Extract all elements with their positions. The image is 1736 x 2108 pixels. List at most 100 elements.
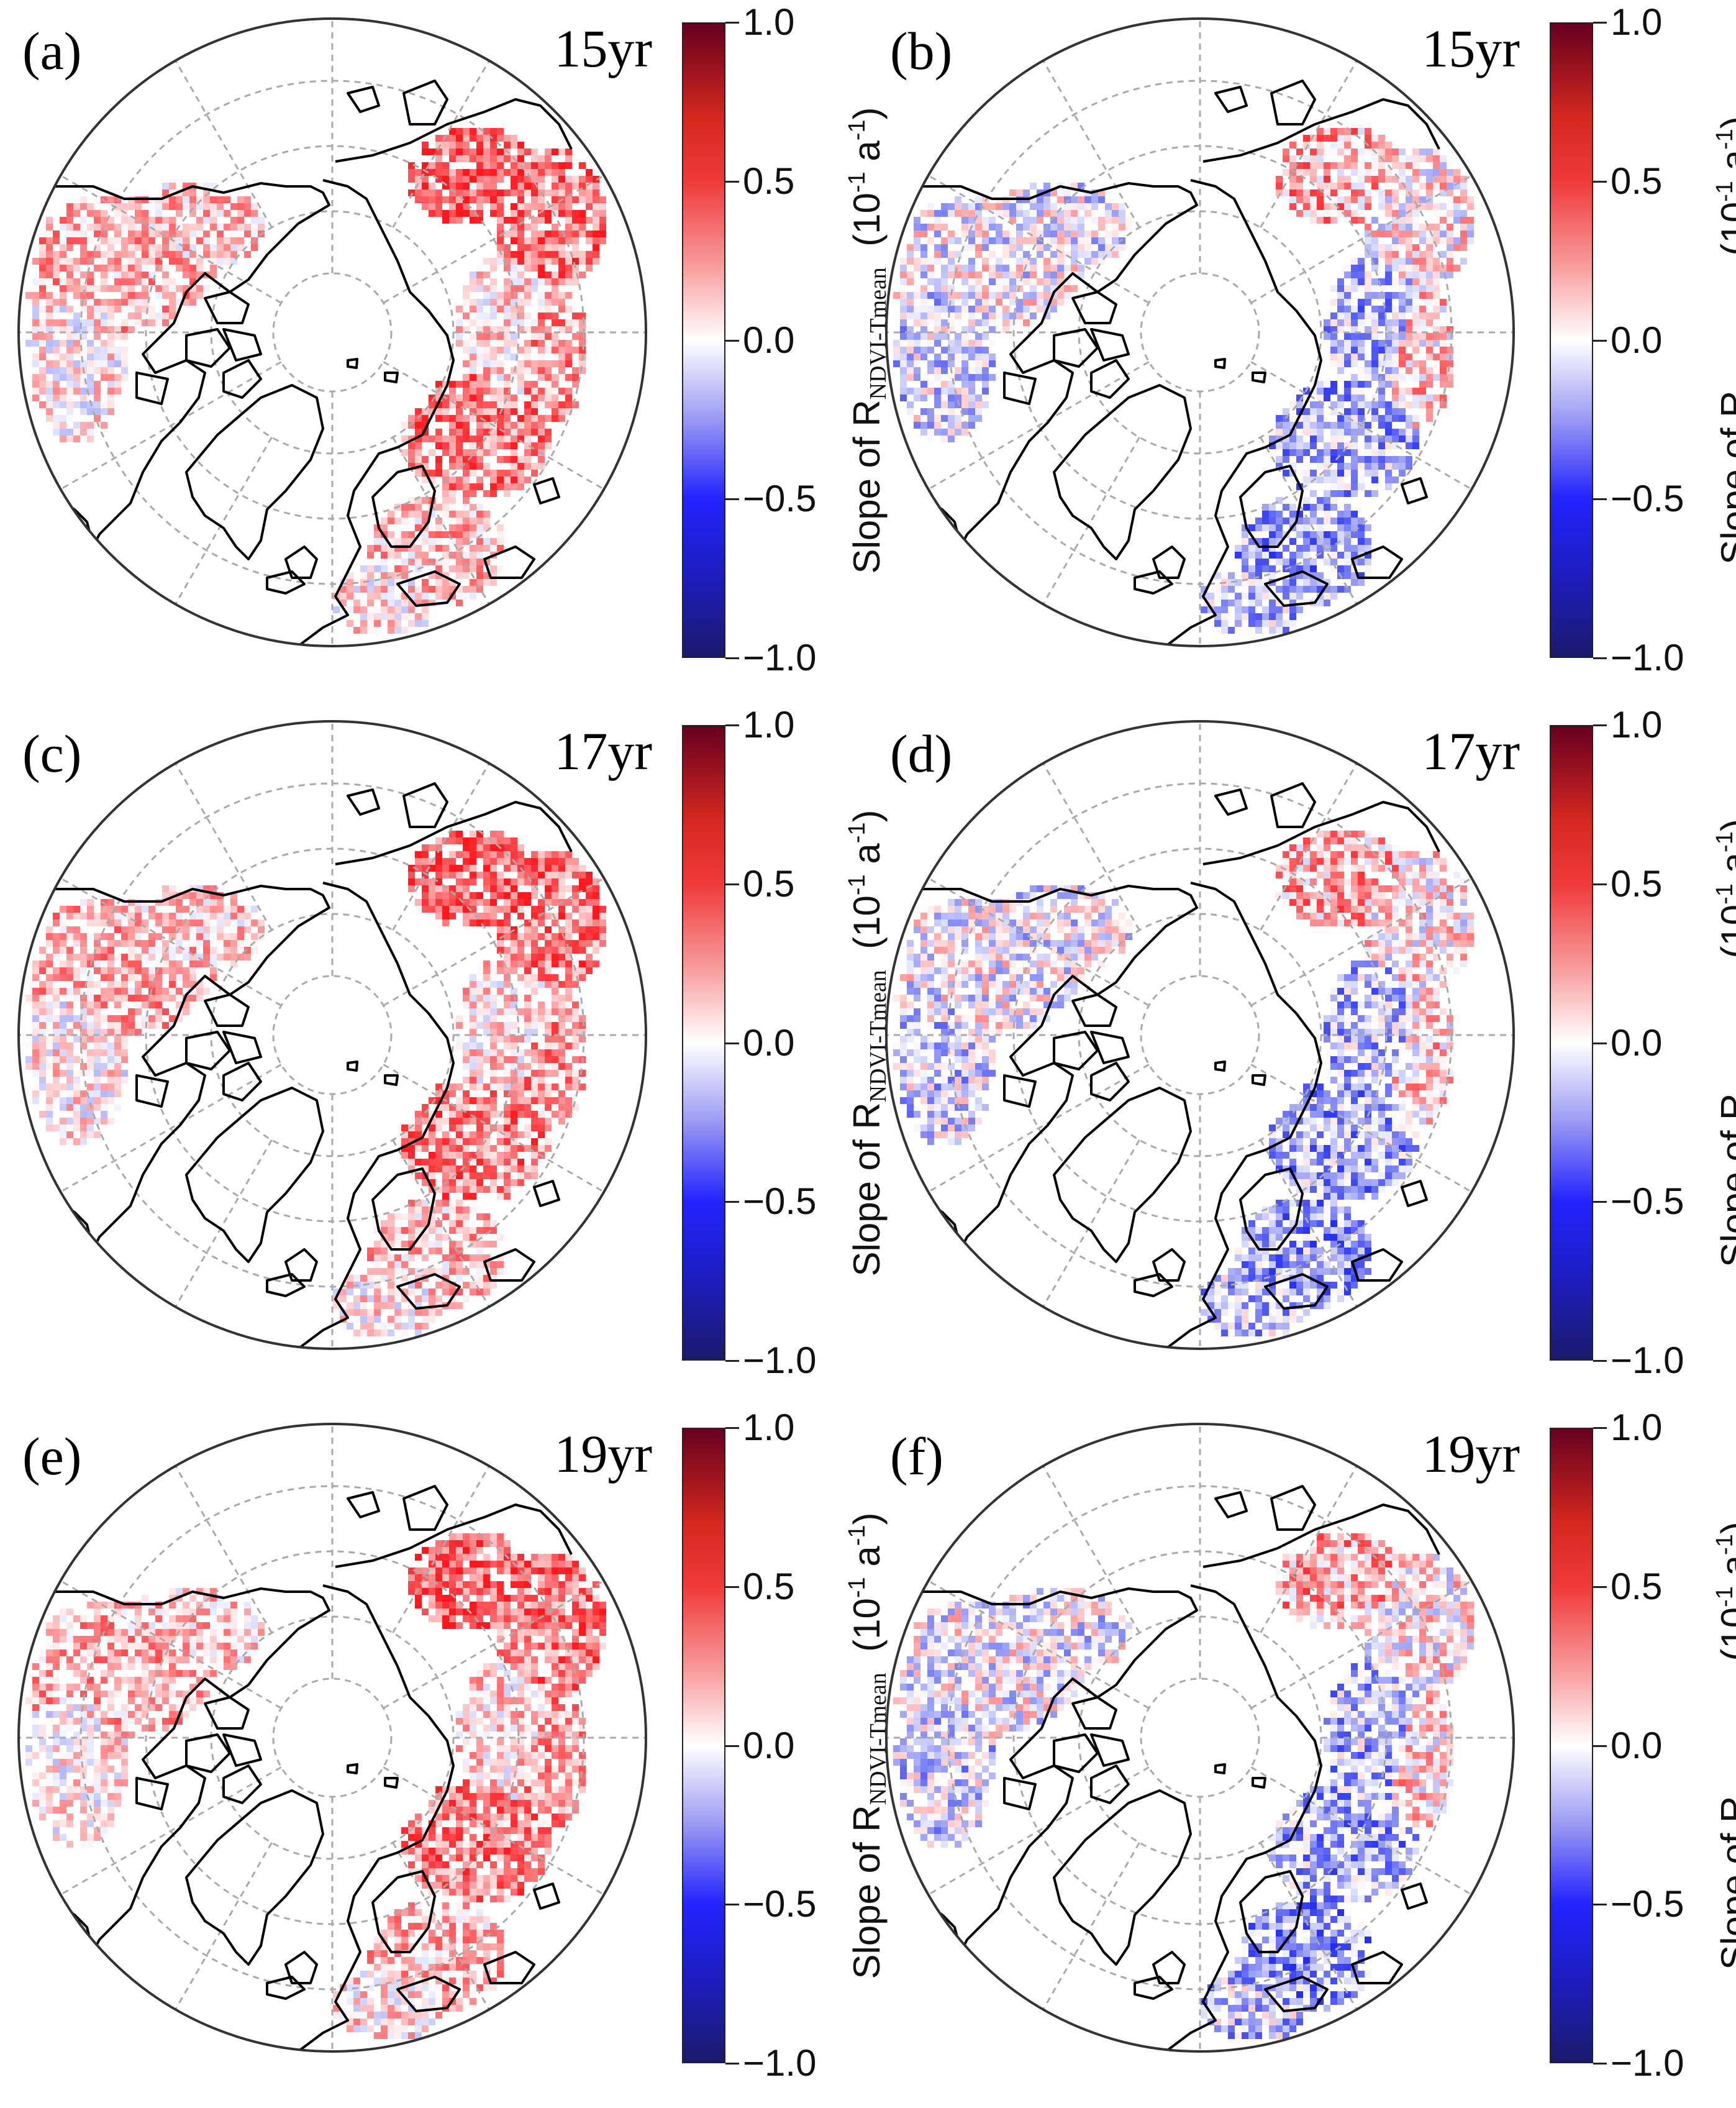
data-layer — [893, 128, 1474, 634]
map-boundary — [17, 17, 647, 647]
colorbar-tick — [1593, 657, 1607, 659]
map-boundary — [17, 1423, 647, 2053]
colorbar-tick — [1593, 1904, 1607, 1906]
colorbar-tick — [725, 180, 739, 183]
colorbar-tick-label: 1.0 — [743, 1407, 795, 1448]
colorbar-tick — [1593, 883, 1607, 885]
colorbar-tick-label: 0.5 — [1611, 862, 1663, 905]
colorbar-tick — [1593, 1745, 1607, 1747]
colorbar-title-part: (10 — [1714, 904, 1736, 959]
colorbar-tick — [1593, 498, 1607, 501]
period-label: 15yr — [554, 19, 652, 78]
colorbar-title-part: a — [1714, 150, 1736, 181]
map-panel: (b) 15yr 1.0 0.5 0.0 −0.5 −1.0 Slope of RNDVI-D… — [868, 0, 1736, 703]
colorbar-tick — [1593, 1042, 1607, 1044]
panel-label: (e) — [22, 1426, 82, 1486]
map-panel: (a) 15yr 1.0 0.5 0.0 −0.5 −1.0 Slope of RNDVI-T… — [0, 0, 891, 703]
colorbar-tick-label: 0.0 — [1611, 1724, 1663, 1766]
colorbar-tick — [725, 1427, 739, 1429]
spacer — [1714, 959, 1736, 979]
colorbar — [682, 1428, 725, 2063]
colorbar-tick-label: −0.5 — [743, 478, 817, 520]
period-label: 19yr — [554, 1424, 652, 1484]
colorbar-tick — [1593, 1201, 1607, 1203]
colorbar-title-part: NDVI-DTR — [1733, 276, 1736, 391]
colorbar-title-part: a — [1714, 1555, 1736, 1586]
coastlines — [42, 782, 573, 1349]
colorbar-tick — [1593, 339, 1607, 342]
colorbar-title: Slope of RNDVI-DTR (10-1 a-1) — [1697, 61, 1736, 620]
colorbar-tick-label: −0.5 — [1611, 478, 1684, 520]
colorbar-title-part: (10 — [1714, 1607, 1736, 1661]
coastlines — [42, 80, 573, 646]
coastlines — [910, 80, 1440, 646]
colorbar-title-part: -1 — [844, 822, 870, 844]
colorbar-tick-label: 0.0 — [1611, 1021, 1663, 1064]
colorbar — [682, 725, 725, 1361]
coastlines — [42, 1485, 573, 2051]
colorbar-title-part: -1 — [844, 171, 870, 193]
colorbar — [1550, 725, 1593, 1361]
colorbar-tick — [725, 1586, 739, 1588]
colorbar-tick-label: 0.5 — [743, 862, 795, 905]
graticule — [886, 19, 1514, 646]
colorbar-tick — [725, 22, 739, 24]
colorbar-title-part: Slope of R — [1714, 1093, 1736, 1267]
colorbar-tick — [1593, 1360, 1607, 1362]
data-layer — [25, 128, 606, 634]
colorbar-tick — [725, 339, 739, 342]
colorbar-title-part: -1 — [844, 1525, 870, 1546]
colorbar-tick — [725, 498, 739, 501]
map-panel: (d) 17yr 1.0 0.5 0.0 −0.5 −1.0 Slope of RNDVI-D… — [868, 703, 1736, 1405]
colorbar-tick-label: 0.0 — [743, 1724, 795, 1766]
colorbar-tick-label: 0.5 — [1611, 160, 1663, 202]
colorbar-title: Slope of RNDVI-DTR (10-1 a-1) — [1697, 764, 1736, 1323]
colorbar-tick-label: −0.5 — [743, 1883, 817, 1925]
colorbar-title-part: -1 — [1712, 1586, 1736, 1607]
map-panel: (f) 19yr 1.0 0.5 0.0 −0.5 −1.0 Slope of RNDVI-D… — [868, 1405, 1736, 2108]
colorbar-title-part: -1 — [844, 1577, 870, 1599]
colorbar — [682, 22, 725, 658]
graticule — [886, 721, 1514, 1349]
colorbar-tick-label: −1.0 — [1611, 2042, 1684, 2084]
colorbar-tick-label: −1.0 — [1611, 637, 1684, 678]
colorbar-tick-label: −0.5 — [1611, 1883, 1684, 1925]
colorbar-title: Slope of RNDVI-DTR (10-1 a-1) — [1697, 1466, 1736, 2025]
map-panel: (e) 19yr 1.0 0.5 0.0 −0.5 −1.0 Slope of RNDVI-T… — [0, 1405, 891, 2108]
colorbar-tick — [725, 883, 739, 885]
panel-label: (a) — [22, 21, 82, 81]
spacer — [1714, 1661, 1736, 1682]
colorbar-tick-label: 0.0 — [1611, 319, 1663, 361]
colorbar-tick — [725, 1745, 739, 1747]
polar-map — [17, 1423, 647, 2053]
colorbar-title-part: -1 — [844, 874, 870, 896]
map-boundary — [885, 17, 1515, 647]
colorbar-tick — [1593, 1586, 1607, 1588]
map-boundary — [885, 1423, 1515, 2053]
colorbar — [1550, 22, 1593, 658]
colorbar-title-part: -1 — [1712, 181, 1736, 202]
colorbar-title-part: -1 — [844, 119, 870, 141]
polar-map — [17, 17, 647, 647]
colorbar-title-part: Slope of R — [1714, 391, 1736, 565]
period-label: 15yr — [1422, 19, 1520, 78]
colorbar-title-part: ) — [1714, 1522, 1736, 1534]
colorbar-tick — [725, 724, 739, 726]
graticule — [886, 1424, 1514, 2051]
colorbar-tick-label: 1.0 — [1611, 1407, 1663, 1448]
colorbar-tick — [725, 657, 739, 659]
colorbar-title-part: Slope of R — [1714, 1796, 1736, 1970]
colorbar-tick-label: −0.5 — [1611, 1180, 1684, 1223]
colorbar-tick — [725, 1904, 739, 1906]
colorbar-tick — [725, 1201, 739, 1203]
panel-label: (d) — [890, 724, 953, 783]
colorbar-title-part: -1 — [1712, 831, 1736, 853]
polar-map — [885, 1423, 1515, 2053]
panel-label: (f) — [890, 1426, 943, 1486]
colorbar-tick-label: −1.0 — [743, 1339, 817, 1381]
data-layer — [25, 831, 606, 1336]
colorbar-tick — [1593, 1427, 1607, 1429]
polar-map — [885, 17, 1515, 647]
colorbar-tick — [1593, 22, 1607, 24]
